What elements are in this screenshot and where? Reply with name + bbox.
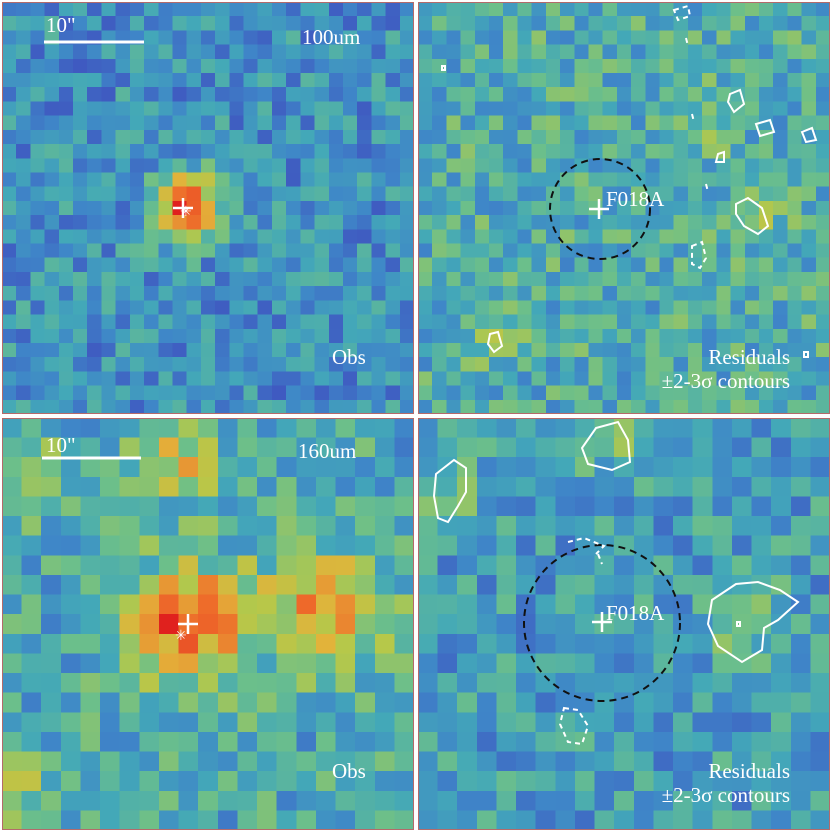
contours-label: ±2-3σ contours [661,369,790,393]
heatmap-160um-residuals [418,418,830,830]
source-cross-marker [589,199,609,219]
negative-contours [672,4,709,270]
positive-contours [432,420,800,664]
band-label: 100um [302,25,361,49]
contours-label: ±2-3σ contours [661,783,790,807]
asterisk-marker: ✳ [180,204,192,220]
heatmap-160um-obs [2,418,414,830]
overlay-100um-residuals [441,4,818,358]
aperture-circle [549,158,651,260]
negative-contours [558,536,606,746]
heatmap-100um-obs [2,2,414,414]
positive-contours [441,65,818,358]
panel-100um-residuals: F018A Residuals ±2-3σ contours [418,2,830,414]
panel-100um-observed: ✳ 10" 100um Obs [2,2,414,414]
scale-label: 10" [46,433,76,457]
residuals-label: Residuals [708,345,790,369]
map-type-label: Obs [332,345,366,369]
overlay-100um-obs: ✳ [44,40,193,220]
source-cross-marker [592,612,612,632]
overlay-160um-obs: ✳ [42,456,198,644]
asterisk-marker: ✳ [175,628,187,644]
source-label: F018A [606,187,665,211]
residuals-label: Residuals [708,759,790,783]
scale-label: 10" [46,13,76,37]
source-label: F018A [606,601,665,625]
overlay-160um-residuals [432,420,800,746]
aperture-circle [523,544,681,702]
panel-160um-residuals: F018A Residuals ±2-3σ contours [418,418,830,830]
source-cross-marker [178,614,198,634]
map-type-label: Obs [332,759,366,783]
source-cross-marker [173,198,193,218]
panel-160um-observed: ✳ 10" 160um Obs [2,418,414,830]
band-label: 160um [298,439,357,463]
